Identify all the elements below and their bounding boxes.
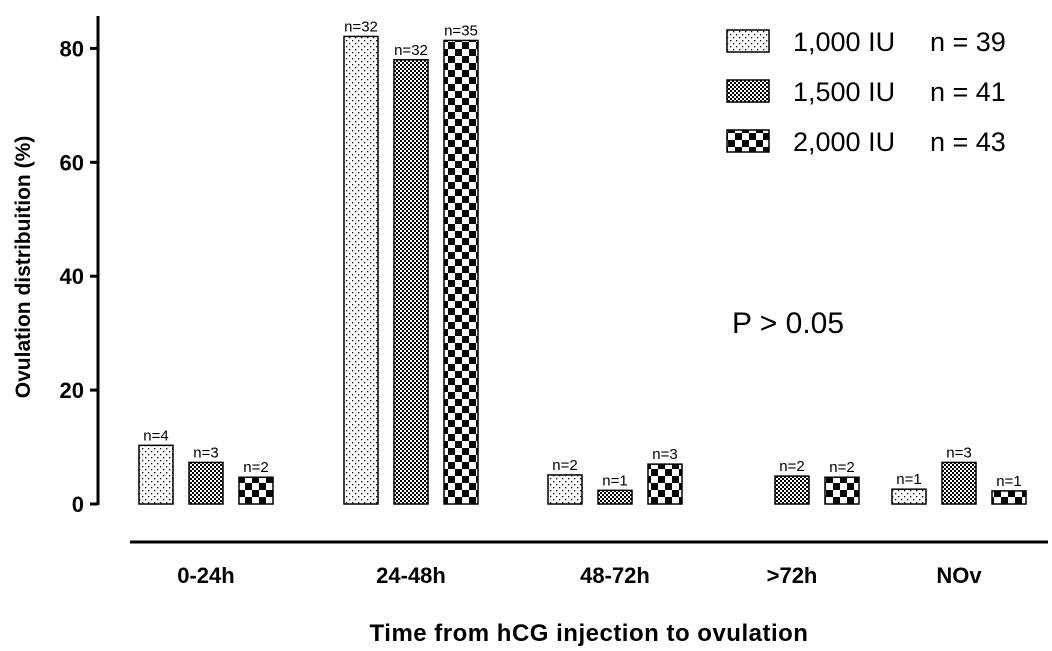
y-tick-label: 80	[60, 36, 84, 61]
data-label: n=2	[779, 458, 804, 475]
bar-1	[138, 444, 174, 505]
y-tick-label: 0	[72, 492, 84, 517]
category-label: NOv	[936, 563, 982, 588]
category-label: 48-72h	[580, 563, 650, 588]
data-label: n=35	[444, 22, 478, 39]
bar-1	[547, 474, 583, 505]
legend-series-count: n = 39	[930, 27, 1006, 57]
y-axis: 0 20 40 60 80	[60, 16, 100, 517]
data-label: n=2	[243, 459, 268, 476]
data-labels: n=4 n=32 n=2 n=1 n=3 n=32 n=1 n=2 n=3 n=2 n=35 n=3 n…	[143, 18, 1021, 489]
data-label: n=32	[344, 18, 378, 35]
bar-3	[238, 476, 274, 505]
data-label: n=3	[652, 446, 677, 463]
legend-series-name: 2,000 IU	[793, 127, 895, 157]
bar-2	[597, 489, 633, 505]
legend-series-name: 1,000 IU	[793, 27, 895, 57]
y-axis-ticks: 0 20 40 60 80	[60, 36, 98, 517]
y-axis-title: Ovulation distribuition (%)	[12, 136, 35, 398]
x-axis-category-labels: 0-24h 24-48h 48-72h >72h NOv	[177, 563, 982, 588]
category-label: 24-48h	[376, 563, 446, 588]
legend-swatch-1	[726, 29, 770, 53]
legend-swatch-2	[726, 79, 770, 103]
y-tick-label: 20	[60, 378, 84, 403]
bar-1	[891, 488, 927, 505]
legend-series-name: 1,500 IU	[793, 77, 895, 107]
data-label: n=4	[143, 427, 168, 444]
data-label: n=1	[602, 472, 627, 489]
data-label: n=32	[394, 42, 428, 59]
bar-2	[774, 475, 810, 505]
legend-series-count: n = 43	[930, 127, 1006, 157]
data-label: n=1	[896, 471, 921, 488]
legend: 1,000 IU n = 39 1,500 IU n = 41 2,000 IU n = …	[726, 27, 1006, 157]
legend-swatch-3	[726, 129, 770, 153]
bar-2	[393, 59, 429, 505]
bar-3	[443, 39, 479, 505]
category-label: 0-24h	[177, 563, 234, 588]
data-label: n=3	[946, 444, 971, 461]
p-value-annotation: P > 0.05	[732, 307, 844, 340]
bar-2	[188, 461, 224, 505]
category-label: >72h	[767, 563, 818, 588]
x-axis-title: Time from hCG injection to ovulation	[370, 620, 809, 647]
bar-3	[991, 490, 1027, 505]
bars	[138, 35, 1027, 505]
y-tick-label: 40	[60, 264, 84, 289]
data-label: n=2	[552, 457, 577, 474]
data-label: n=2	[829, 459, 854, 476]
data-label: n=3	[193, 444, 218, 461]
data-label: n=1	[996, 473, 1021, 490]
legend-series-count: n = 41	[930, 77, 1006, 107]
bar-1	[343, 35, 379, 505]
bar-3	[647, 463, 683, 505]
y-tick-label: 60	[60, 150, 84, 175]
bar-3	[824, 476, 860, 505]
bar-2	[941, 461, 977, 505]
